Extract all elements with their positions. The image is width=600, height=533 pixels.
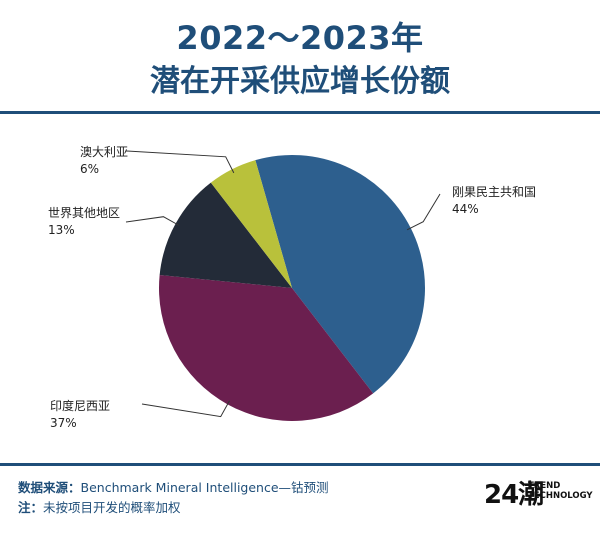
bottom-divider bbox=[0, 463, 600, 466]
top-divider bbox=[0, 111, 600, 114]
source-text: Benchmark Mineral Intelligence—钴预测 bbox=[80, 480, 329, 495]
pie-chart bbox=[125, 150, 441, 421]
leader-line bbox=[406, 193, 441, 231]
chart-title: 2022～2023年 潜在开采供应增长份额 bbox=[0, 18, 600, 102]
slice-label-percent: 44% bbox=[452, 202, 479, 216]
slice-label: 刚果民主共和国 44% bbox=[452, 184, 536, 218]
leader-line bbox=[125, 150, 235, 174]
slice-label-name: 世界其他地区 bbox=[48, 206, 121, 220]
title-line-1: 2022～2023年 bbox=[176, 19, 424, 57]
slice-label: 印度尼西亚 37% bbox=[50, 398, 110, 432]
note-text: 未按项目开发的概率加权 bbox=[43, 500, 181, 515]
source-line: 数据来源：Benchmark Mineral Intelligence—钴预测 bbox=[18, 478, 329, 498]
pie-slice bbox=[210, 160, 292, 288]
leader-line bbox=[141, 400, 230, 418]
logo-text-line-1: TREND bbox=[528, 481, 561, 491]
slice-label: 澳大利亚 6% bbox=[80, 144, 128, 178]
logo-text-line-2: TECHNOLOGY bbox=[528, 491, 593, 501]
slice-label-name: 印度尼西亚 bbox=[50, 399, 111, 413]
note-label: 注： bbox=[18, 500, 44, 515]
brand-logo: 24潮 TREND TECHNOLOGY bbox=[484, 472, 594, 516]
pie-slice bbox=[255, 154, 425, 394]
slice-label-name: 刚果民主共和国 bbox=[452, 185, 537, 199]
slice-label: 世界其他地区 13% bbox=[48, 205, 120, 239]
leader-line bbox=[125, 216, 180, 226]
footer: 数据来源：Benchmark Mineral Intelligence—钴预测 … bbox=[18, 478, 329, 518]
slice-label-percent: 6% bbox=[80, 162, 100, 176]
pie-slice bbox=[159, 182, 292, 288]
logo-mark: 24潮 bbox=[484, 480, 544, 510]
slice-label-percent: 13% bbox=[48, 223, 75, 237]
title-line-2: 潜在开采供应增长份额 bbox=[150, 64, 450, 99]
pie-slice bbox=[158, 275, 374, 421]
logo-text: TREND TECHNOLOGY bbox=[528, 481, 593, 501]
slice-label-name: 澳大利亚 bbox=[80, 145, 129, 159]
note-line: 注：未按项目开发的概率加权 bbox=[18, 498, 329, 518]
source-label: 数据来源： bbox=[18, 480, 81, 495]
slice-label-percent: 37% bbox=[50, 416, 77, 430]
